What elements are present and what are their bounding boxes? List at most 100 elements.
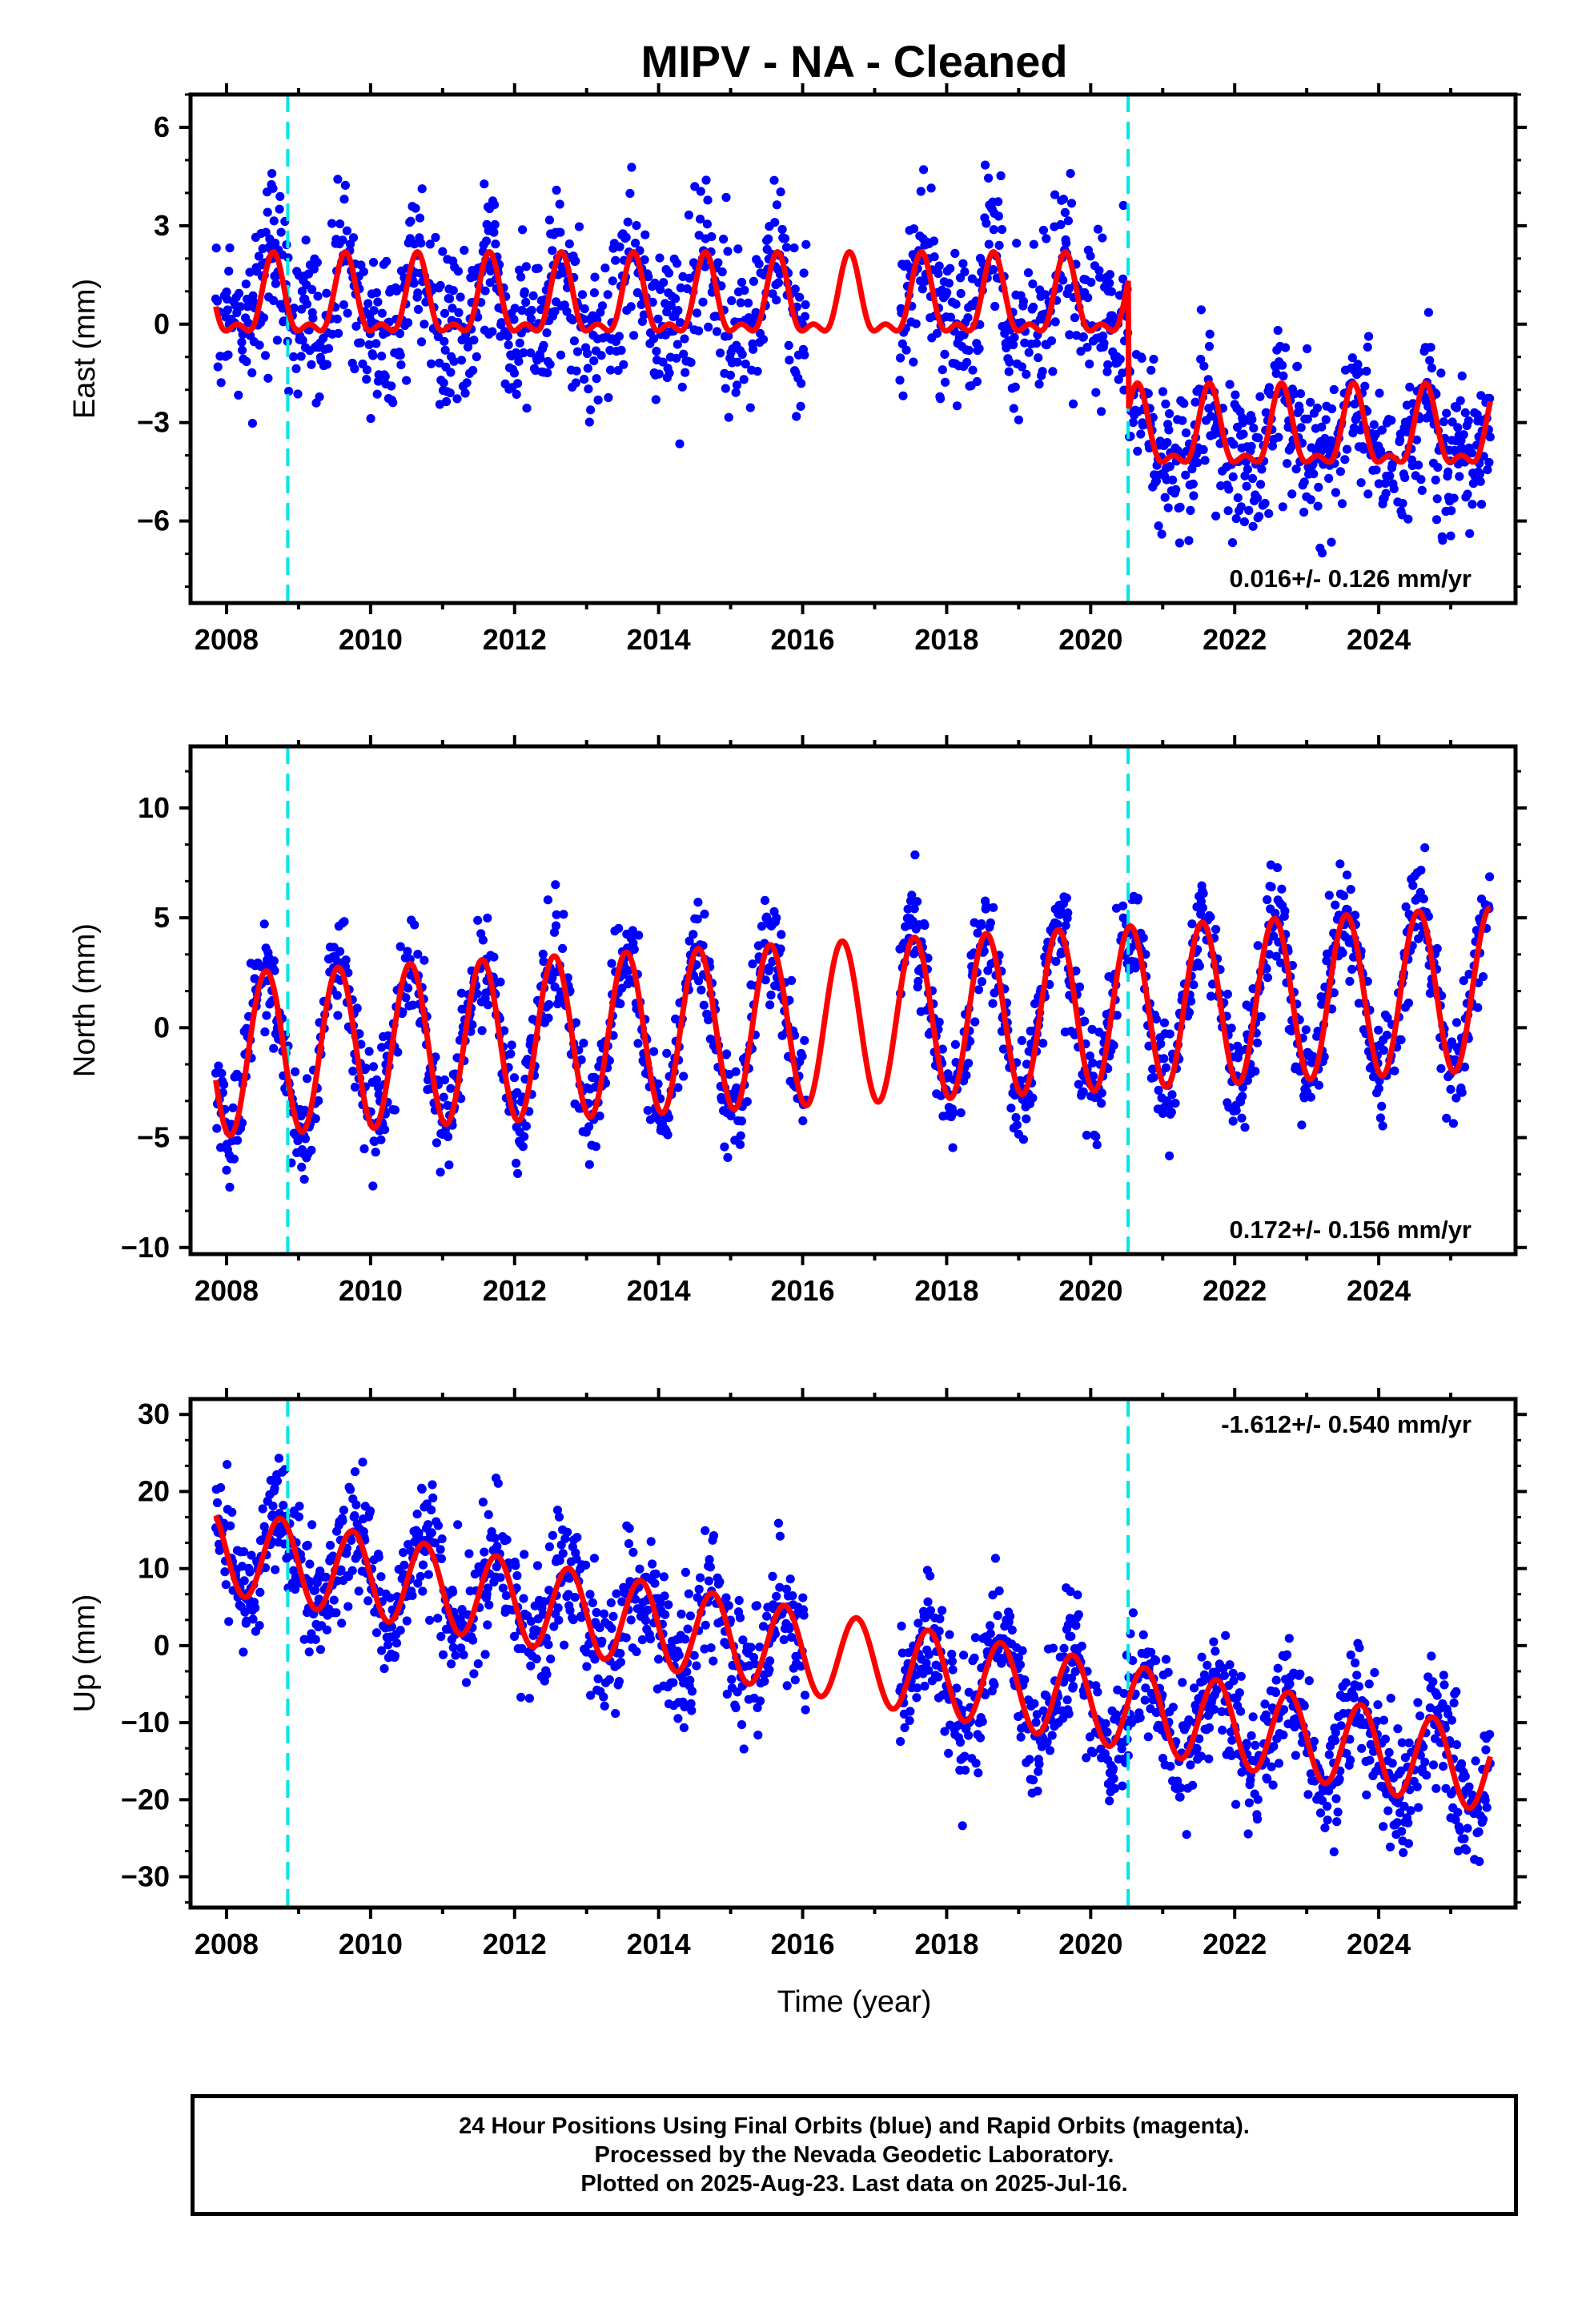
data-point	[483, 1583, 493, 1593]
data-point	[649, 334, 659, 344]
data-point	[1056, 219, 1066, 230]
data-point	[1253, 941, 1263, 951]
data-point	[1190, 1683, 1199, 1693]
data-point	[629, 331, 639, 340]
x-tick-label: 2016	[770, 623, 834, 656]
data-point	[603, 290, 612, 300]
data-point	[217, 1068, 227, 1078]
data-point	[532, 1561, 543, 1570]
data-point	[563, 1527, 572, 1537]
data-point	[1012, 239, 1022, 248]
data-point	[1340, 455, 1350, 464]
data-point	[1379, 1045, 1388, 1055]
data-point	[1390, 1066, 1399, 1076]
data-point	[1342, 870, 1352, 880]
data-point	[704, 1015, 713, 1025]
data-point	[1199, 889, 1208, 899]
data-point	[713, 258, 723, 267]
data-point	[727, 1675, 737, 1684]
data-point	[994, 197, 1003, 207]
data-point	[483, 1620, 492, 1630]
data-point	[509, 315, 519, 324]
data-point	[1034, 1767, 1043, 1776]
data-point	[1374, 1084, 1383, 1093]
data-point	[615, 242, 624, 251]
data-point	[1167, 1090, 1177, 1100]
data-point	[694, 976, 704, 986]
data-point	[1320, 1823, 1330, 1832]
data-point	[225, 243, 235, 253]
data-point	[307, 360, 316, 369]
data-point	[712, 327, 722, 336]
data-point	[913, 897, 922, 907]
data-point	[1196, 355, 1206, 364]
data-point	[1342, 1749, 1351, 1759]
data-point	[1143, 1732, 1153, 1742]
data-point	[1457, 1088, 1467, 1097]
data-point	[1211, 1647, 1220, 1656]
data-point	[1137, 353, 1146, 363]
data-point	[1174, 538, 1184, 548]
data-point	[420, 320, 429, 329]
data-point	[553, 1603, 563, 1613]
plot-frame-east	[188, 92, 1518, 605]
data-point	[720, 1142, 729, 1152]
data-point	[1146, 1647, 1156, 1657]
data-point	[898, 391, 908, 400]
data-point	[1009, 404, 1018, 413]
data-point	[1216, 481, 1226, 491]
data-point	[735, 1613, 745, 1622]
data-point	[1030, 999, 1040, 1008]
data-point	[996, 171, 1006, 181]
data-point	[1034, 1759, 1044, 1769]
data-point	[1166, 1762, 1175, 1771]
data-point	[1255, 392, 1265, 401]
data-point	[1306, 1092, 1315, 1102]
data-point	[371, 339, 381, 348]
data-point	[660, 1591, 669, 1601]
data-point	[1331, 488, 1340, 497]
data-point	[717, 1095, 727, 1104]
data-point	[1078, 332, 1088, 342]
data-point	[393, 1047, 403, 1057]
y-tick-label: 3	[154, 209, 170, 242]
data-point	[1329, 1847, 1339, 1856]
data-point	[440, 308, 450, 318]
model-curve-north	[213, 904, 1492, 1139]
data-point	[580, 304, 589, 314]
data-point	[398, 1007, 408, 1017]
data-point	[311, 1586, 320, 1595]
data-point	[1184, 1007, 1195, 1017]
data-point	[402, 376, 412, 385]
data-point	[307, 1145, 316, 1155]
data-point	[1075, 982, 1085, 991]
data-point	[1416, 475, 1426, 485]
data-point	[986, 1629, 995, 1638]
data-point	[600, 1701, 609, 1711]
data-point	[333, 1011, 343, 1020]
data-point	[374, 1090, 383, 1100]
data-point	[907, 891, 917, 900]
data-point	[1299, 477, 1309, 487]
data-point	[1343, 905, 1352, 915]
data-point	[1231, 514, 1241, 524]
data-point	[415, 213, 425, 223]
data-point	[724, 1601, 733, 1610]
data-point	[1243, 1829, 1253, 1839]
data-point	[608, 1611, 618, 1621]
data-point	[461, 1678, 472, 1687]
data-point	[584, 1122, 594, 1132]
data-point	[1109, 1774, 1118, 1783]
data-point	[990, 1680, 999, 1690]
data-point	[347, 1566, 357, 1575]
data-point	[1159, 1054, 1169, 1063]
data-point	[1485, 872, 1495, 882]
data-point	[1182, 1830, 1191, 1839]
data-point	[586, 1691, 596, 1700]
data-point	[1091, 1132, 1101, 1141]
data-point	[597, 1636, 607, 1646]
data-point	[313, 292, 323, 301]
data-point	[738, 1635, 748, 1645]
data-point	[1080, 1016, 1090, 1026]
data-point	[1082, 1130, 1091, 1140]
